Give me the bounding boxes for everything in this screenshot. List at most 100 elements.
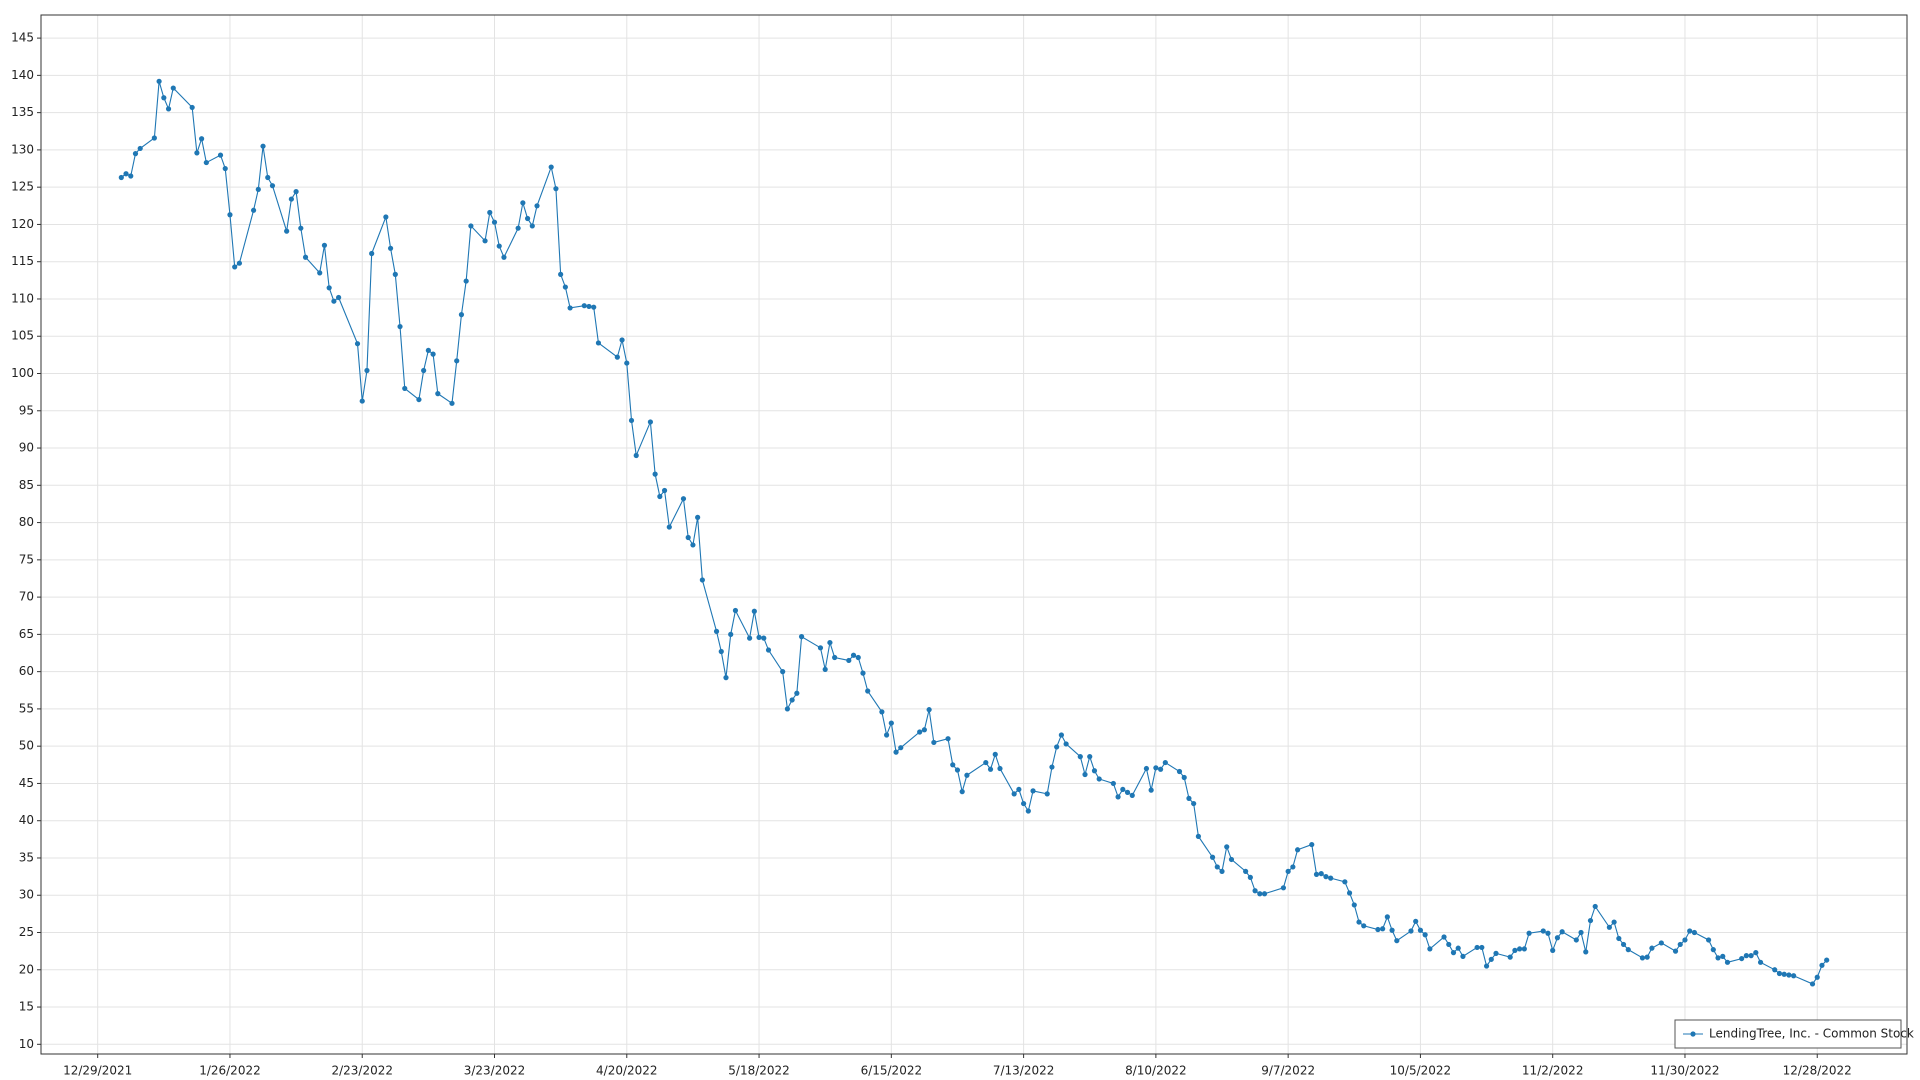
- data-point: [364, 367, 370, 374]
- data-point: [284, 228, 290, 234]
- data-point: [1776, 970, 1783, 977]
- data-point: [699, 577, 705, 583]
- data-point: [661, 487, 668, 494]
- data-point: [1427, 946, 1433, 952]
- data-point: [1063, 741, 1069, 747]
- data-point: [1748, 953, 1754, 959]
- data-point: [137, 145, 143, 152]
- data-point: [392, 271, 398, 277]
- data-point: [317, 270, 323, 276]
- data-point: [893, 749, 899, 755]
- data-point: [1375, 926, 1381, 933]
- y-tick-label: 30: [19, 888, 34, 902]
- y-tick-label: 40: [19, 813, 34, 827]
- x-tick-label: 12/28/2022: [1783, 1064, 1852, 1078]
- y-tick-label: 80: [19, 515, 34, 529]
- data-point: [1540, 928, 1546, 934]
- data-point: [288, 196, 294, 202]
- y-tick-label: 135: [11, 105, 34, 119]
- data-point: [1115, 794, 1121, 800]
- data-point: [1148, 787, 1154, 793]
- data-point: [1044, 791, 1050, 797]
- data-point: [1224, 844, 1230, 850]
- data-point: [1507, 954, 1513, 960]
- y-tick-label: 140: [11, 68, 34, 82]
- data-point: [1824, 957, 1830, 963]
- data-point: [1058, 732, 1064, 738]
- data-point: [1191, 800, 1197, 807]
- data-point: [194, 150, 200, 156]
- data-point: [888, 720, 894, 726]
- y-tick-label: 85: [19, 478, 34, 492]
- data-point: [1639, 955, 1646, 961]
- data-point: [1606, 924, 1612, 930]
- data-point: [832, 654, 838, 661]
- y-tick-label: 75: [19, 552, 34, 566]
- data-point: [1318, 871, 1324, 877]
- data-point: [161, 95, 167, 101]
- y-tick-label: 105: [11, 329, 34, 343]
- x-tick-label: 7/13/2022: [993, 1064, 1055, 1078]
- y-tick-label: 60: [19, 664, 34, 678]
- data-point: [713, 628, 720, 634]
- y-tick-label: 55: [19, 701, 34, 715]
- y-tick-label: 125: [11, 180, 34, 194]
- data-point: [416, 396, 422, 403]
- data-point: [1176, 768, 1183, 775]
- y-tick-label: 90: [19, 441, 34, 455]
- data-point: [123, 171, 129, 177]
- data-point: [1819, 962, 1825, 968]
- data-point: [425, 347, 431, 354]
- data-point: [1583, 949, 1589, 955]
- y-tick-label: 130: [11, 142, 34, 156]
- data-point: [591, 304, 597, 310]
- data-point: [1077, 754, 1083, 760]
- data-point: [931, 739, 937, 746]
- data-point: [1261, 891, 1268, 897]
- data-point: [1715, 955, 1721, 961]
- data-point: [1252, 888, 1258, 894]
- data-point: [222, 165, 228, 172]
- data-point: [1710, 947, 1716, 953]
- x-tick-label: 8/10/2022: [1125, 1064, 1187, 1078]
- x-tick-label: 11/30/2022: [1650, 1064, 1719, 1078]
- data-point: [397, 323, 403, 330]
- data-point: [1573, 937, 1579, 943]
- data-point: [1129, 792, 1135, 798]
- data-point: [1143, 765, 1150, 772]
- data-point: [1011, 791, 1017, 797]
- data-point: [151, 135, 157, 141]
- data-point: [1021, 800, 1027, 807]
- data-point: [751, 608, 757, 614]
- data-point: [756, 634, 762, 640]
- data-point: [1380, 926, 1386, 932]
- data-point: [1517, 946, 1523, 952]
- x-tick-label: 3/23/2022: [464, 1064, 526, 1078]
- data-point: [449, 400, 455, 406]
- legend-marker: [1690, 1031, 1696, 1037]
- data-point: [1493, 950, 1499, 956]
- data-point: [435, 391, 441, 397]
- data-point: [132, 151, 139, 157]
- y-tick-label: 50: [19, 739, 34, 753]
- data-point: [628, 417, 635, 424]
- data-point: [496, 243, 502, 249]
- data-point: [520, 200, 526, 206]
- data-point: [1455, 945, 1461, 951]
- data-point: [1408, 928, 1414, 934]
- data-point: [156, 78, 162, 84]
- data-point: [1739, 955, 1745, 962]
- data-point: [1016, 786, 1022, 793]
- data-point: [1658, 940, 1664, 946]
- data-point: [657, 493, 663, 500]
- data-point: [463, 278, 469, 284]
- data-point: [666, 524, 672, 530]
- data-point: [1389, 927, 1395, 933]
- data-point: [1162, 759, 1168, 766]
- data-point: [950, 762, 956, 768]
- data-point: [1091, 768, 1098, 774]
- data-point: [1521, 946, 1527, 952]
- data-point: [454, 358, 460, 364]
- x-tick-label: 5/18/2022: [728, 1064, 790, 1078]
